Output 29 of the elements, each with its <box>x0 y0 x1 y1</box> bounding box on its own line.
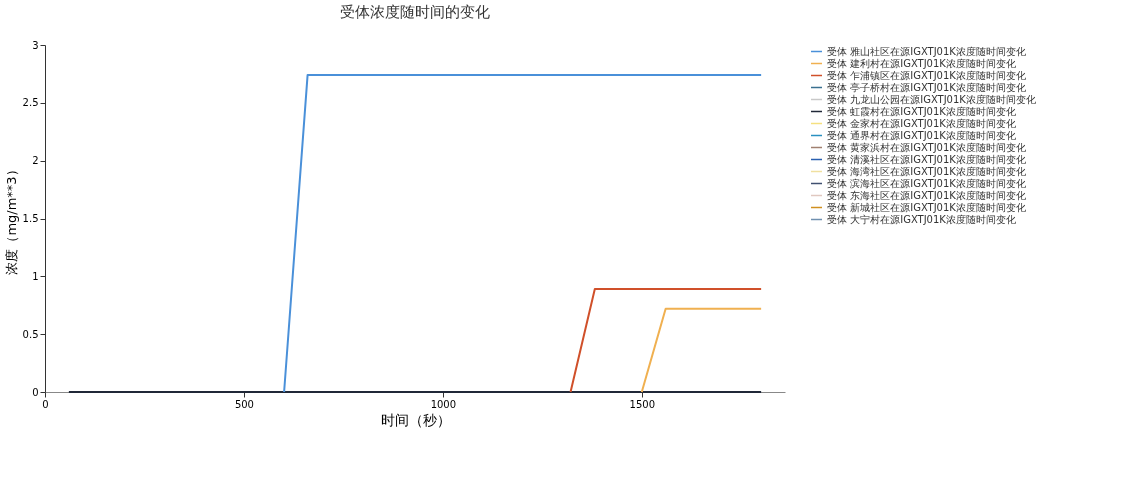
legend-label: 受体 乍浦镇区在源IGXTJ01K浓度随时间变化 <box>827 69 1026 81</box>
legend-label: 受体 大宁村在源IGXTJ01K浓度随时间变化 <box>827 213 1016 225</box>
y-tick-label: 3 <box>32 39 39 51</box>
x-tick-label: 1000 <box>430 398 457 410</box>
y-tick-label: 0.5 <box>22 328 39 340</box>
y-tick-label: 0 <box>32 386 39 398</box>
y-tick-label: 2.5 <box>22 97 39 109</box>
legend-label: 受体 滨海社区在源IGXTJ01K浓度随时间变化 <box>827 177 1026 189</box>
y-tick-label: 2 <box>32 155 39 167</box>
y-tick-label: 1.5 <box>22 213 39 224</box>
y-axis-title: 浓度（mg/m**3） <box>3 163 19 275</box>
legend-label: 受体 清溪社区在源IGXTJ01K浓度随时间变化 <box>827 153 1026 165</box>
x-tick-label: 0 <box>42 398 49 410</box>
legend-label: 受体 黄家浜村在源IGXTJ01K浓度随时间变化 <box>827 141 1026 153</box>
legend-label: 受体 亭子桥村在源IGXTJ01K浓度随时间变化 <box>827 81 1026 93</box>
x-tick-label: 1500 <box>629 398 655 410</box>
legend-label: 受体 海湾社区在源IGXTJ01K浓度随时间变化 <box>827 165 1026 177</box>
chart-title: 受体浓度随时间的变化 <box>340 3 490 21</box>
legend-label: 受体 虹霞村在源IGXTJ01K浓度随时间变化 <box>827 105 1016 117</box>
legend-label: 受体 建利村在源IGXTJ01K浓度随时间变化 <box>827 57 1016 69</box>
legend-label: 受体 九龙山公园在源IGXTJ01K浓度随时间变化 <box>827 93 1036 105</box>
legend-label: 受体 东海社区在源IGXTJ01K浓度随时间变化 <box>827 189 1026 201</box>
y-tick-label: 1 <box>32 270 39 282</box>
legend-label: 受体 金家村在源IGXTJ01K浓度随时间变化 <box>827 117 1016 129</box>
legend-label: 受体 雅山社区在源IGXTJ01K浓度随时间变化 <box>827 45 1026 57</box>
x-tick-label: 500 <box>234 398 254 410</box>
x-axis-title: 时间（秒） <box>380 411 451 428</box>
legend-label: 受体 通界村在源IGXTJ01K浓度随时间变化 <box>827 129 1016 141</box>
legend-label: 受体 新城社区在源IGXTJ01K浓度随时间变化 <box>827 201 1026 213</box>
